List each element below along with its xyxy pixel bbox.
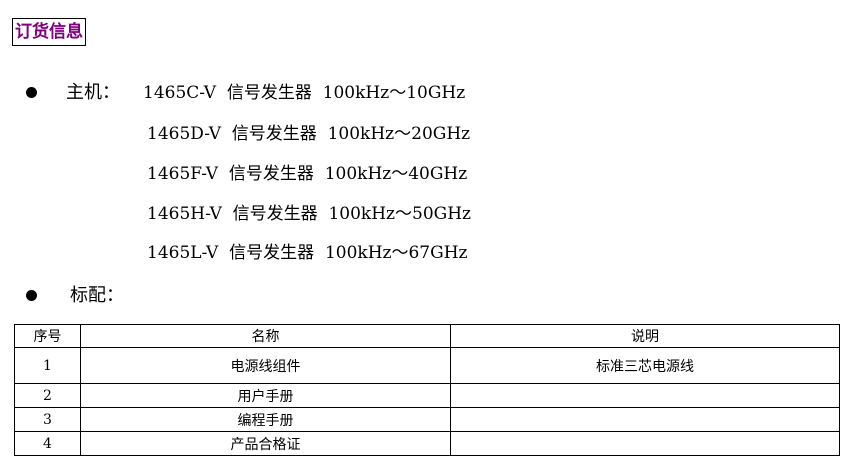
model-line: 1465C-V 信号发生器 100kHz～10GHz: [143, 83, 466, 103]
cell-index: 2: [14, 383, 81, 408]
cell-desc: [450, 407, 840, 432]
bullet-icon: [26, 87, 37, 98]
header-index: 序号: [14, 324, 81, 348]
cell-name: 编程手册: [80, 407, 451, 432]
model-line: 1465H-V 信号发生器 100kHz～50GHz: [147, 204, 472, 224]
cell-name: 电源线组件: [80, 347, 451, 384]
table-row: 1 电源线组件 标准三芯电源线: [14, 347, 840, 384]
model-line: 1465L-V 信号发生器 100kHz～67GHz: [147, 243, 468, 263]
section-title: 订货信息: [12, 18, 86, 46]
cell-index: 3: [14, 407, 81, 432]
cell-index: 1: [14, 347, 81, 384]
cell-desc: [450, 431, 840, 456]
table-row: 2 用户手册: [14, 383, 840, 408]
model-line: 1465D-V 信号发生器 100kHz～20GHz: [147, 124, 471, 144]
bullet-icon: [26, 290, 37, 301]
standard-table: 序号 名称 说明 1 电源线组件 标准三芯电源线 2 用户手册 3 编程手册 4…: [14, 324, 840, 456]
cell-desc: 标准三芯电源线: [450, 347, 840, 384]
header-name: 名称: [80, 324, 451, 348]
model-line: 1465F-V 信号发生器 100kHz～40GHz: [147, 164, 468, 184]
table-row: 3 编程手册: [14, 407, 840, 432]
host-label: 主机：: [66, 82, 120, 103]
cell-name: 用户手册: [80, 383, 451, 408]
header-desc: 说明: [450, 324, 840, 348]
cell-desc: [450, 383, 840, 408]
cell-name: 产品合格证: [80, 431, 451, 456]
cell-index: 4: [14, 431, 81, 456]
table-row: 4 产品合格证: [14, 431, 840, 456]
standard-label: 标配：: [70, 285, 124, 306]
